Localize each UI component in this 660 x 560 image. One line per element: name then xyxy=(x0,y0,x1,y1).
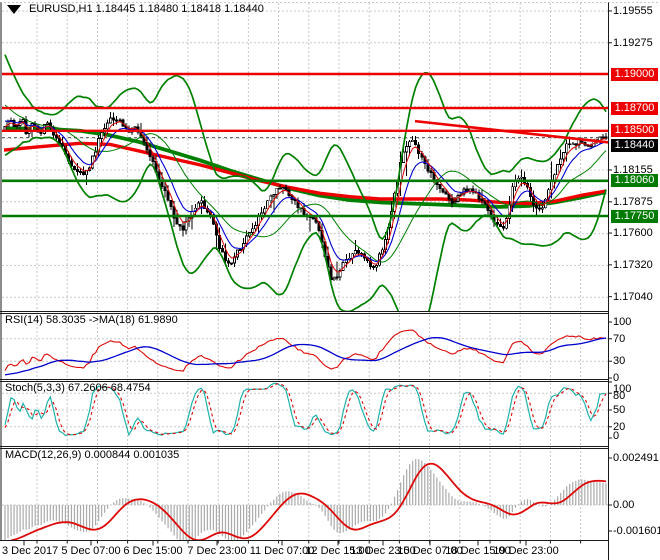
rsi-axis-label: 30 xyxy=(613,355,626,368)
macd-axis-label: 0.00 xyxy=(613,499,635,511)
time-axis-label: 18 Dec 15:00 xyxy=(445,545,511,557)
stoch-indicator-label: Stoch(5,3,3) 67.2606 68.4754 xyxy=(5,382,151,394)
support-price-badge: 1.17750 xyxy=(611,209,658,223)
rsi-indicator-label: RSI(14) 58.3035 ->MA(18) 61.9890 xyxy=(5,314,178,326)
resistance-price-badge: 1.18700 xyxy=(611,101,658,115)
support-price-badge: 1.18060 xyxy=(611,174,658,188)
stoch-axis-label: 100 xyxy=(613,383,632,395)
time-axis-label: 6 Dec 15:00 xyxy=(123,545,183,557)
chart-title: EURUSD,H1 1.18445 1.18480 1.18418 1.1844… xyxy=(7,3,264,15)
symbol-marker-icon xyxy=(7,4,21,14)
time-axis-label: 11 Dec 07:00 xyxy=(249,545,315,557)
price-axis-label: 1.18155 xyxy=(613,163,653,176)
price-axis-label: 1.17875 xyxy=(613,195,653,208)
chart-title-text: EURUSD,H1 1.18445 1.18480 1.18418 1.1844… xyxy=(29,3,264,15)
price-axis-label: 1.17320 xyxy=(613,258,653,271)
stoch-axis-label: 0 xyxy=(613,430,620,442)
price-axis-label: 1.19555 xyxy=(613,4,653,17)
time-axis-label: 7 Dec 23:00 xyxy=(187,545,247,557)
price-axis-label: 1.19275 xyxy=(613,36,653,49)
time-axis-label: 3 Dec 2017 xyxy=(2,545,59,557)
macd-axis-label: 0.002491 xyxy=(613,452,659,464)
stoch-axis-label: 80 xyxy=(613,390,626,402)
resistance-price-badge: 1.19000 xyxy=(611,67,658,81)
rsi-axis-label: 0 xyxy=(613,372,620,384)
time-axis-label: 12 Dec 15:00 xyxy=(305,545,371,557)
rsi-axis-label: 100 xyxy=(613,316,632,328)
time-axis-label: 19 Dec 23:00 xyxy=(493,545,559,557)
current-price-badge: 1.18440 xyxy=(611,139,658,153)
price-axis-label: 1.17600 xyxy=(613,227,653,240)
time-axis-label: 13 Dec 23:00 xyxy=(350,545,416,557)
time-axis-label: 15 Dec 07:00 xyxy=(397,545,463,557)
price-axis-label: 1.17040 xyxy=(613,290,653,303)
resistance-price-badge: 1.18500 xyxy=(611,124,658,138)
macd-axis-label: -0.001601 xyxy=(613,525,660,537)
stoch-axis-label: 50 xyxy=(613,404,626,416)
time-axis-label: 5 Dec 07:00 xyxy=(61,545,121,557)
stoch-axis-label: 20 xyxy=(613,421,626,433)
macd-indicator-label: MACD(12,26,9) 0.000844 0.001035 xyxy=(5,449,180,461)
rsi-axis-label: 70 xyxy=(613,332,626,345)
